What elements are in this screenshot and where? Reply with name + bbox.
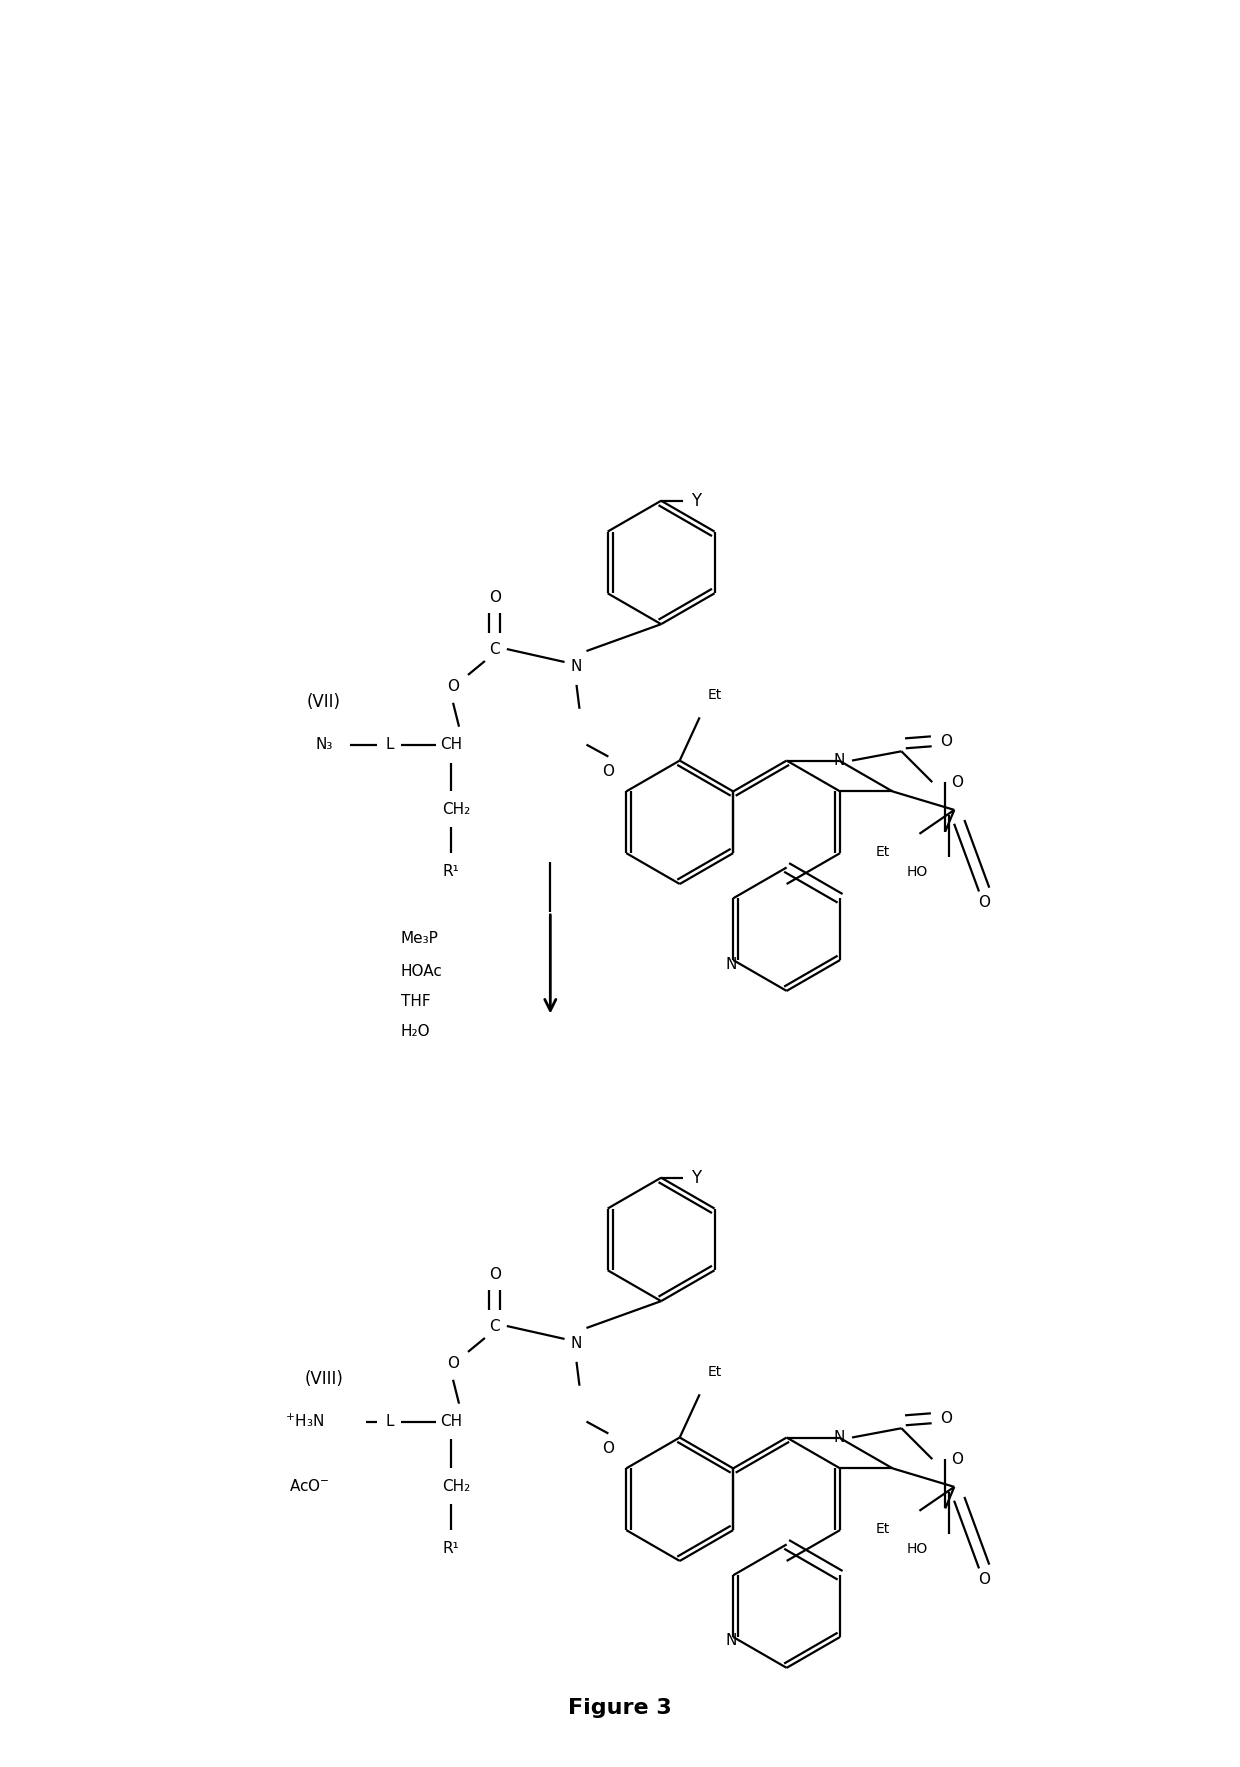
Text: C: C	[490, 1318, 500, 1334]
Text: N: N	[725, 1633, 737, 1649]
Text: O: O	[603, 763, 614, 779]
Text: THF: THF	[401, 995, 430, 1009]
Text: CH: CH	[440, 1414, 463, 1430]
Text: Et: Et	[708, 689, 722, 703]
Text: O: O	[489, 1267, 501, 1281]
Text: Me₃P: Me₃P	[401, 931, 439, 947]
Text: O: O	[951, 1452, 963, 1467]
Text: N: N	[833, 753, 844, 769]
Text: HO: HO	[906, 864, 928, 878]
Text: O: O	[951, 774, 963, 790]
Text: AcO$^{-}$: AcO$^{-}$	[289, 1479, 330, 1495]
Text: O: O	[603, 1440, 614, 1456]
Text: L: L	[386, 1414, 393, 1430]
Text: N₃: N₃	[316, 737, 334, 753]
Text: (VII): (VII)	[306, 693, 341, 710]
Text: C: C	[490, 641, 500, 657]
Text: O: O	[940, 733, 952, 749]
Text: L: L	[386, 737, 393, 753]
Text: CH: CH	[440, 737, 463, 753]
Text: O: O	[448, 679, 459, 694]
Text: O: O	[940, 1410, 952, 1426]
Text: Y: Y	[691, 1168, 701, 1187]
Text: (VIII): (VIII)	[304, 1369, 343, 1387]
Text: Figure 3: Figure 3	[568, 1698, 672, 1718]
Text: R¹: R¹	[443, 1541, 460, 1555]
Text: HO: HO	[906, 1541, 928, 1555]
Text: N: N	[725, 956, 737, 972]
Text: H₂O: H₂O	[401, 1023, 430, 1039]
Text: Et: Et	[875, 845, 889, 859]
Text: O: O	[448, 1357, 459, 1371]
Text: R¹: R¹	[443, 864, 460, 878]
Text: CH₂: CH₂	[441, 802, 470, 816]
Text: N: N	[833, 1430, 844, 1445]
Text: $^{+}$H₃N: $^{+}$H₃N	[285, 1414, 324, 1430]
Text: HOAc: HOAc	[401, 965, 443, 979]
Text: Et: Et	[708, 1366, 722, 1380]
Text: Y: Y	[691, 491, 701, 509]
Text: Et: Et	[875, 1521, 889, 1536]
Text: N: N	[570, 1336, 583, 1352]
Text: O: O	[978, 1573, 991, 1587]
Text: CH₂: CH₂	[441, 1479, 470, 1493]
Text: O: O	[978, 896, 991, 910]
Text: O: O	[489, 590, 501, 604]
Text: N: N	[570, 659, 583, 675]
